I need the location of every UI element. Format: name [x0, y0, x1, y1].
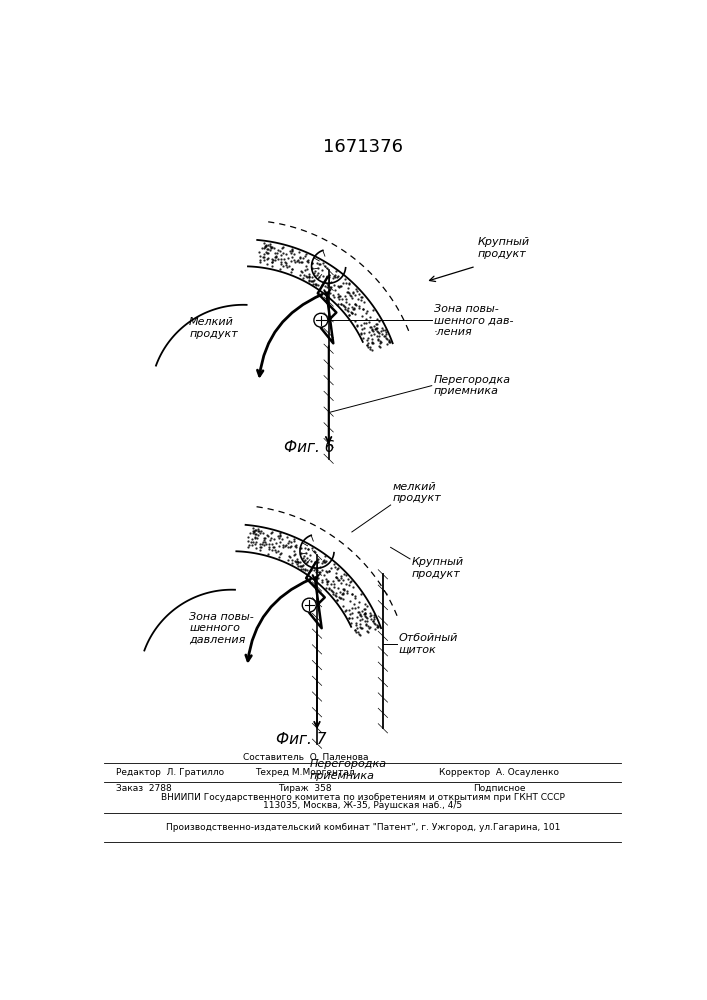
Text: Составитель  О. Паленова: Составитель О. Паленова: [243, 753, 368, 762]
Text: Фиг. 7: Фиг. 7: [276, 732, 327, 747]
Circle shape: [314, 313, 328, 327]
Text: мелкий
продукт: мелкий продукт: [392, 482, 441, 503]
Text: Отбойный
щиток: Отбойный щиток: [398, 633, 457, 654]
Text: Мелкий
продукт: Мелкий продукт: [189, 317, 238, 339]
Text: Производственно-издательский комбинат "Патент", г. Ужгород, ул.Гагарина, 101: Производственно-издательский комбинат "П…: [165, 823, 560, 832]
Text: 1671376: 1671376: [322, 138, 403, 156]
Text: Заказ  2788: Заказ 2788: [115, 784, 171, 793]
Text: Зона повы-
шенного дав-
·ления: Зона повы- шенного дав- ·ления: [434, 304, 513, 337]
Text: Зона повы-
шенного
давления: Зона повы- шенного давления: [189, 612, 254, 645]
Text: Фиг. 6: Фиг. 6: [284, 440, 334, 455]
Text: Крупный
продукт: Крупный продукт: [477, 237, 530, 259]
Text: 113035, Москва, Ж-35, Раушская наб., 4/5: 113035, Москва, Ж-35, Раушская наб., 4/5: [263, 801, 462, 810]
Circle shape: [303, 598, 316, 612]
Text: Перегородка
приемника: Перегородка приемника: [309, 759, 386, 781]
Text: Подписное: Подписное: [473, 784, 525, 793]
Text: Техред М.Моргентал: Техред М.Моргентал: [255, 768, 355, 777]
Text: Корректор  А. Осауленко: Корректор А. Осауленко: [439, 768, 559, 777]
Text: Тираж  358: Тираж 358: [279, 784, 332, 793]
Text: ВНИИПИ Государственного комитета по изобретениям и открытиям при ГКНТ СССР: ВНИИПИ Государственного комитета по изоб…: [160, 793, 565, 802]
Text: Крупный
продукт: Крупный продукт: [411, 557, 464, 579]
Text: Перегородка
приемника: Перегородка приемника: [434, 375, 511, 396]
Text: Редактор  Л. Гратилло: Редактор Л. Гратилло: [115, 768, 223, 777]
